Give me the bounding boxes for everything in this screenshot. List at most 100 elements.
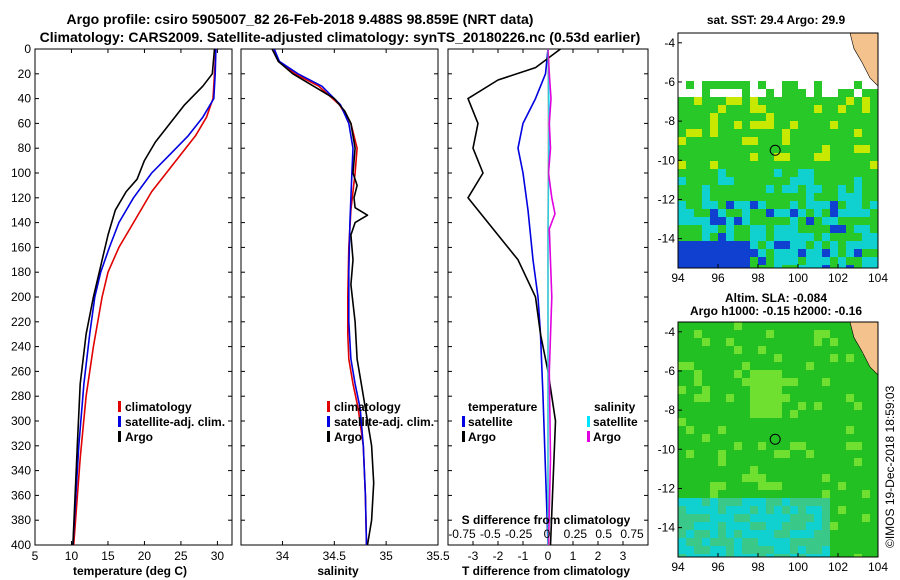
sla-map-cell xyxy=(790,338,798,346)
sst-map-cell xyxy=(686,257,694,265)
sla-map-cell xyxy=(750,466,758,474)
sst-map-cell xyxy=(742,57,750,65)
sla-map-cell xyxy=(742,330,750,338)
sla-map-cell xyxy=(846,546,854,554)
sst-map-xtick-label: 98 xyxy=(751,271,765,285)
sst-map-cell xyxy=(750,57,758,65)
sla-map-cell xyxy=(854,530,862,538)
sst-map-cell xyxy=(790,161,798,169)
sst-map-ytick-label: -6 xyxy=(664,75,675,89)
sst-map-cell xyxy=(790,241,798,249)
sst-map-cell xyxy=(846,265,854,268)
sst-map-xtick-label: 94 xyxy=(671,271,685,285)
sla-map-cell xyxy=(838,514,846,522)
sst-map-cell xyxy=(702,177,710,185)
sla-map-cell xyxy=(782,434,790,442)
depth-tick-label: 260 xyxy=(11,364,31,378)
sst-map-cell xyxy=(774,65,782,73)
sla-map-cell xyxy=(774,410,782,418)
sst-map-cell xyxy=(750,33,758,41)
sla-map-cell xyxy=(718,554,726,557)
depth-tick-label: 100 xyxy=(11,166,31,180)
sla-map-cell xyxy=(822,418,830,426)
sst-map-cell xyxy=(758,233,766,241)
sla-map-cell xyxy=(846,378,854,386)
sst-map-cell xyxy=(678,161,686,169)
sst-map-cell xyxy=(766,161,774,169)
sla-map-cell xyxy=(846,474,854,482)
sst-map-cell xyxy=(750,137,758,145)
sst-map-cell xyxy=(758,209,766,217)
sla-map-cell xyxy=(870,490,878,498)
sla-map-cell xyxy=(750,410,758,418)
sla-map-cell xyxy=(806,442,814,450)
depth-tick-label: 60 xyxy=(18,116,32,130)
sla-map-cell xyxy=(742,370,750,378)
sst-map-cell xyxy=(774,89,782,97)
sla-map-cell xyxy=(686,554,694,557)
sst-map-cell xyxy=(854,97,862,105)
sst-map-cell xyxy=(822,89,830,97)
sla-map-cell xyxy=(814,498,822,506)
sst-map-cell xyxy=(734,169,742,177)
sla-map-cell xyxy=(758,346,766,354)
sst-map-cell xyxy=(726,65,734,73)
sst-map-cell xyxy=(798,257,806,265)
sla-map-cell xyxy=(774,386,782,394)
sst-map-cell xyxy=(702,97,710,105)
sst-map-cell xyxy=(854,113,862,121)
sla-map-cell xyxy=(726,354,734,362)
sla-map-cell xyxy=(846,530,854,538)
sla-map-cell xyxy=(686,546,694,554)
sst-map-cell xyxy=(830,225,838,233)
sla-map-cell xyxy=(846,514,854,522)
sst-map-cell xyxy=(694,257,702,265)
sst-map-cell xyxy=(854,145,862,153)
sst-map-xtick-label: 100 xyxy=(788,271,808,285)
sst-map-cell xyxy=(822,257,830,265)
sla-map-cell xyxy=(766,386,774,394)
sla-map-cell xyxy=(774,434,782,442)
sla-map-cell xyxy=(806,466,814,474)
sst-map-cell xyxy=(678,81,686,89)
sst-map-cell xyxy=(798,161,806,169)
sla-map-cell xyxy=(846,362,854,370)
sst-map-cell xyxy=(758,137,766,145)
sst-map-cell xyxy=(758,89,766,97)
sst-map-cell xyxy=(846,57,854,65)
sla-map-cell xyxy=(870,546,878,554)
sla-map-cell xyxy=(830,522,838,530)
sla-map-cell xyxy=(862,474,870,482)
sst-map-cell xyxy=(758,41,766,49)
s-difference-axis-label: S difference from climatology xyxy=(462,513,631,527)
sla-map-cell xyxy=(838,498,846,506)
sla-map-cell xyxy=(702,514,710,522)
sst-map-cell xyxy=(870,217,878,225)
sst-map-cell xyxy=(774,105,782,113)
sla-map-cell xyxy=(686,514,694,522)
sst-map-cell xyxy=(806,177,814,185)
sst-map-cell xyxy=(870,145,878,153)
sst-map-cell xyxy=(774,161,782,169)
sla-map-cell xyxy=(702,322,710,330)
sla-map-cell xyxy=(750,482,758,490)
sla-map-cell xyxy=(790,346,798,354)
sst-map-cell xyxy=(702,81,710,89)
sla-map-cell xyxy=(742,354,750,362)
sst-map-cell xyxy=(798,121,806,129)
sla-map-cell xyxy=(774,338,782,346)
sst-map-cell xyxy=(822,33,830,41)
sst-map-cell xyxy=(790,97,798,105)
sla-map-cell xyxy=(862,402,870,410)
sst-map-cell xyxy=(806,161,814,169)
sst-map-cell xyxy=(702,153,710,161)
sst-map-cell xyxy=(734,57,742,65)
sla-map-cell xyxy=(702,346,710,354)
sst-map-cell xyxy=(806,145,814,153)
sla-map-cell xyxy=(766,466,774,474)
sla-map-cell xyxy=(718,330,726,338)
sst-map-cell xyxy=(742,33,750,41)
sla-map-cell xyxy=(750,402,758,410)
legend-label-t-satellite: satellite xyxy=(468,415,513,429)
sla-map-cell xyxy=(830,418,838,426)
